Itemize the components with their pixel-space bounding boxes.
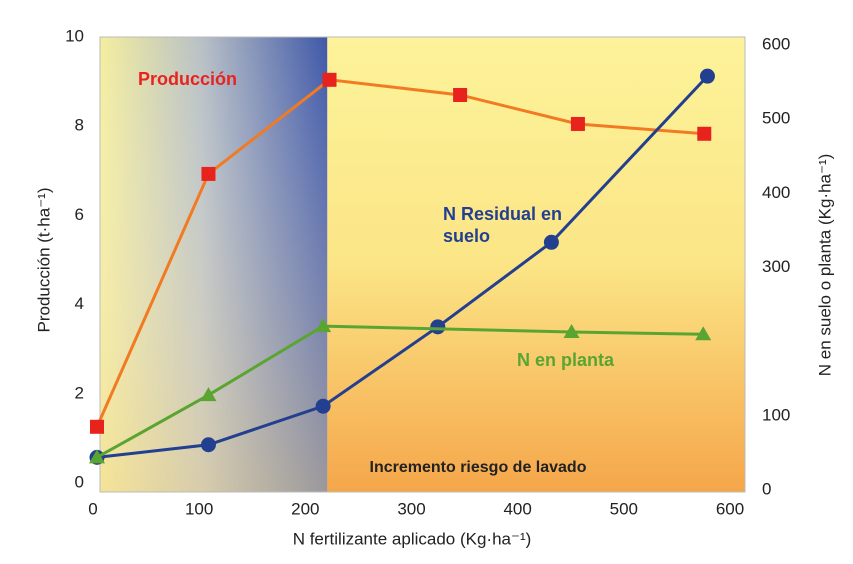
marker	[695, 326, 712, 341]
x-tick-label: 600	[716, 499, 744, 518]
marker	[543, 234, 559, 250]
x-tick-label: 500	[610, 499, 638, 518]
marker	[563, 324, 580, 339]
series-label: N Residual en suelo	[443, 204, 563, 246]
marker	[90, 419, 104, 434]
y-tick-label: 6	[75, 205, 84, 224]
marker	[200, 437, 216, 453]
marker	[315, 318, 332, 333]
marker	[315, 398, 331, 414]
marker	[699, 68, 715, 84]
annotation: Incremento riesgo de lavado	[370, 459, 587, 476]
series-line	[95, 78, 705, 428]
x-tick-label: 400	[503, 499, 531, 518]
series-label: N en planta	[517, 350, 615, 370]
y2-tick-label: 0	[762, 479, 771, 498]
y2-tick-label: 300	[762, 257, 790, 276]
y-tick-label: 10	[65, 26, 84, 45]
marker	[453, 87, 468, 102]
x-tick-label: 300	[397, 499, 425, 518]
y2-axis-label: N en suelo o planta (Kg·ha⁻¹)	[815, 154, 834, 377]
marker	[697, 126, 712, 141]
y-tick-label: 0	[75, 472, 84, 491]
y2-tick-label: 400	[762, 183, 790, 202]
y2-tick-label: 500	[762, 109, 790, 128]
y-axis-label: Producción (t·ha⁻¹)	[34, 187, 53, 332]
y-tick-label: 2	[75, 383, 84, 402]
marker	[201, 166, 216, 181]
x-axis-label: N fertilizante aplicado (Kg·ha⁻¹)	[293, 529, 532, 548]
y-tick-label: 4	[75, 294, 84, 313]
region-left-shade	[100, 37, 328, 492]
series-label: Producción	[138, 69, 238, 89]
marker	[430, 319, 446, 335]
plot-frame	[99, 36, 746, 493]
marker	[89, 449, 105, 464]
x-tick-label: 100	[185, 499, 213, 518]
y2-tick-label: 600	[762, 34, 790, 53]
series-line	[96, 75, 709, 459]
x-tick-label: 200	[291, 499, 319, 518]
x-tick-label: 0	[88, 499, 97, 518]
y2-tick-label: 100	[762, 405, 790, 424]
region-right	[327, 37, 745, 492]
marker	[322, 72, 337, 87]
y-tick-label: 8	[75, 116, 84, 135]
marker	[200, 387, 217, 402]
marker	[570, 116, 585, 131]
